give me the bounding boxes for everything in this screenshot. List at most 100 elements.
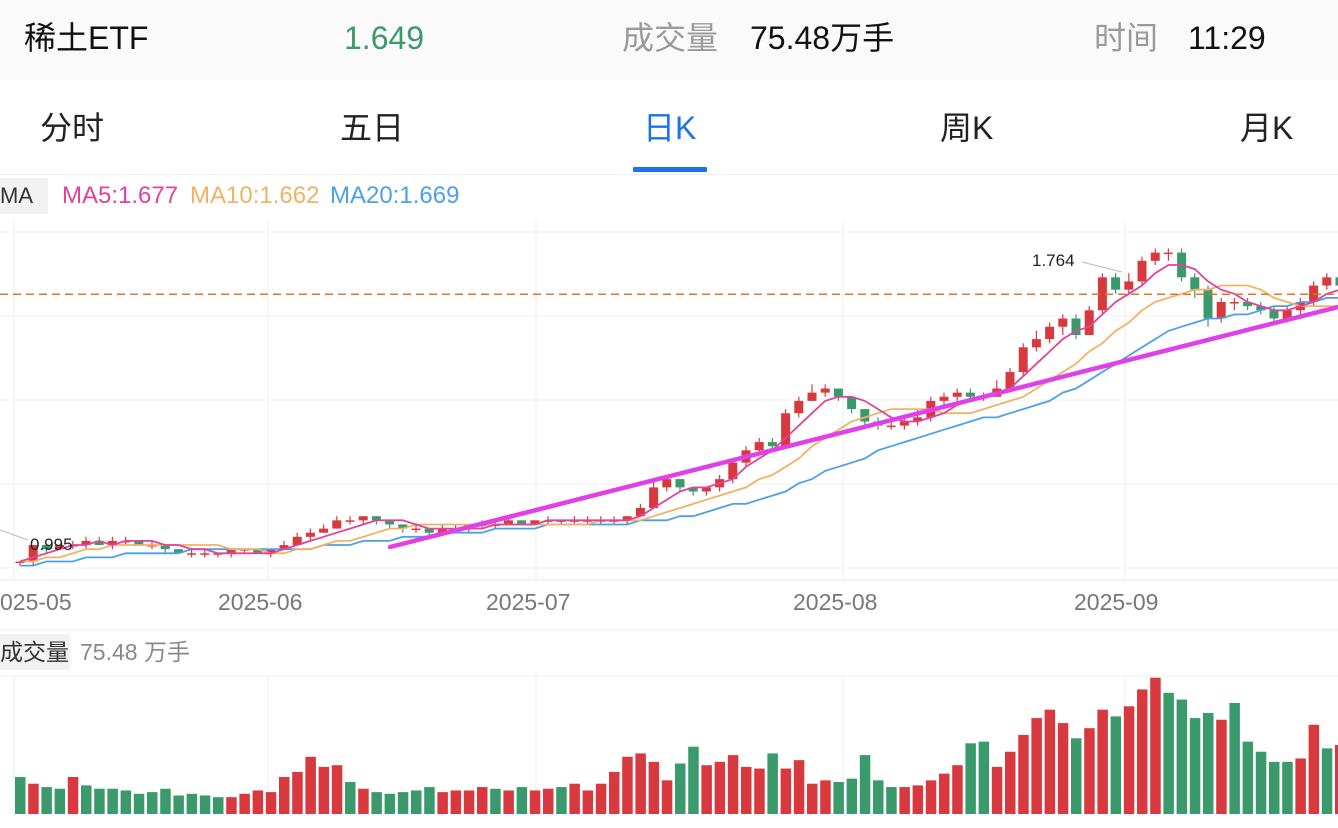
volume-bar	[859, 755, 871, 814]
candle	[503, 520, 513, 525]
time-value: 11:29	[1188, 20, 1266, 56]
candle	[1045, 326, 1055, 340]
candle	[1163, 252, 1173, 255]
volume-bar	[1295, 758, 1306, 814]
volume-bar	[1163, 692, 1174, 814]
volume-bar	[160, 788, 171, 814]
tab-intraday[interactable]: 分时	[40, 110, 105, 146]
ma20-line	[20, 296, 1338, 567]
volume-bar	[899, 787, 910, 814]
x-tick-label: 2025-09	[1074, 589, 1158, 615]
candle	[913, 417, 923, 422]
ma5-line	[19, 264, 1338, 563]
volume-bar	[1150, 677, 1161, 814]
volume-bar	[1071, 738, 1082, 814]
candle	[952, 392, 962, 397]
volume-bar	[675, 763, 686, 814]
x-tick-label: 2025-08	[793, 589, 877, 615]
candle	[622, 516, 632, 521]
tab-weekly-k[interactable]: 周K	[940, 110, 994, 146]
candle	[767, 442, 777, 447]
candle	[1031, 339, 1041, 348]
volume-panel-value: 75.48 万手	[80, 639, 190, 665]
volume-bar	[886, 787, 897, 814]
candle	[1150, 252, 1160, 261]
candle	[1269, 310, 1279, 319]
time-label: 时间	[1094, 20, 1159, 56]
candle	[345, 520, 355, 522]
candle	[411, 528, 421, 531]
tab-monthly-k[interactable]: 月K	[1240, 110, 1294, 146]
volume-bar	[1084, 728, 1095, 814]
candle	[437, 528, 447, 533]
candle	[94, 540, 104, 546]
volume-bar	[1255, 751, 1267, 814]
candle	[134, 540, 144, 546]
period-tabs: 分时 五日 日K 周K 月K	[0, 80, 1338, 175]
candle	[1335, 277, 1338, 286]
candle	[1018, 347, 1028, 373]
volume-bar	[358, 788, 369, 814]
ma-indicator-tag[interactable]: MA	[0, 178, 48, 214]
volume-bar	[807, 783, 818, 814]
candle	[754, 442, 764, 451]
volume-bar	[952, 765, 963, 814]
volume-bar	[265, 792, 277, 814]
volume-bar	[120, 790, 132, 814]
candle	[371, 516, 381, 521]
candle	[55, 545, 65, 550]
volume-bar	[569, 783, 580, 814]
volume-bar	[490, 788, 501, 814]
candle	[1005, 372, 1015, 389]
candle	[820, 388, 830, 393]
volume-bar	[1044, 709, 1056, 814]
x-tick-label: 2025-07	[486, 589, 570, 615]
volume-bar	[701, 765, 712, 814]
tab-daily-k[interactable]: 日K	[643, 110, 697, 146]
candle	[517, 520, 527, 525]
volume-bar	[15, 776, 26, 814]
security-name: 稀土ETF	[24, 20, 149, 56]
volume-bar	[1005, 751, 1016, 814]
tab-five-day[interactable]: 五日	[340, 110, 405, 146]
volume-bar	[1269, 761, 1280, 814]
volume-bar	[371, 792, 382, 814]
high-leader-line	[1081, 261, 1123, 273]
volume-bar	[661, 780, 673, 814]
ma20-value: MA20:1.669	[330, 182, 460, 209]
candle	[173, 549, 183, 554]
candle	[649, 487, 659, 508]
candle	[728, 462, 738, 480]
candle	[332, 520, 342, 529]
candle	[187, 553, 197, 555]
volume-bar	[1242, 741, 1254, 814]
volume-bar	[239, 793, 250, 814]
candle	[1229, 302, 1239, 304]
volume-bar	[318, 766, 330, 814]
volume-bar	[648, 761, 660, 814]
candle	[1203, 289, 1213, 319]
x-tick-label: 025-05	[0, 589, 72, 615]
candle	[253, 549, 263, 554]
volume-indicator-tag[interactable]: 成交量	[0, 634, 70, 670]
candle	[200, 553, 210, 555]
candle	[530, 520, 540, 525]
volume-bar	[767, 753, 778, 814]
volume-bar	[991, 766, 1003, 814]
volume-bar	[846, 778, 858, 814]
candle	[1058, 318, 1068, 327]
volume-bar	[529, 790, 541, 814]
candle	[81, 540, 91, 546]
volume-bar	[595, 783, 607, 814]
volume-bar	[199, 795, 211, 814]
volume-bar	[252, 790, 264, 814]
volume-bar	[1123, 706, 1135, 814]
volume-bar	[107, 788, 118, 814]
volume-bar	[939, 773, 950, 814]
volume-bar	[41, 787, 52, 814]
candle	[886, 425, 896, 428]
volume-bar	[820, 780, 831, 814]
volume-bar	[873, 780, 884, 814]
volume-bar	[780, 768, 792, 814]
